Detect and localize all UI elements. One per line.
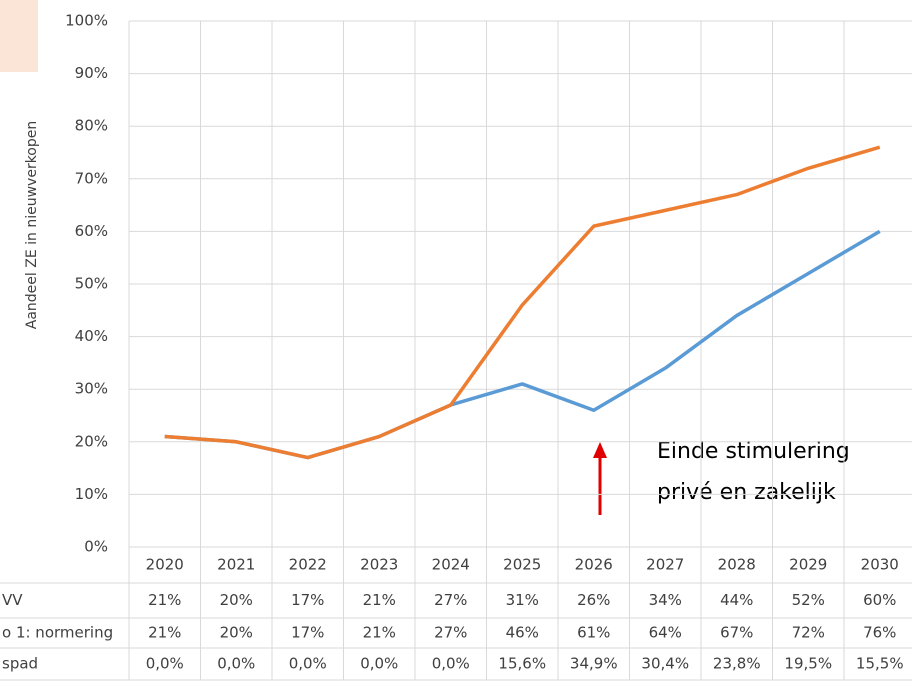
y-tick-label: 30% <box>75 380 108 398</box>
table-cell: 21% <box>148 624 181 642</box>
table-cell: 61% <box>577 624 610 642</box>
table-cell: 17% <box>291 624 324 642</box>
table-cell: 0,0% <box>289 655 327 673</box>
annotation: privé en zakelijk <box>657 480 836 505</box>
table-cell: 21% <box>363 624 396 642</box>
x-tick-label: 2028 <box>718 556 756 574</box>
legend-swatch-area <box>0 0 38 72</box>
x-tick-label: 2026 <box>575 556 613 574</box>
row-label: VV <box>2 591 23 609</box>
x-tick-label: 2020 <box>146 556 184 574</box>
x-tick-label: 2021 <box>217 556 255 574</box>
x-tick-label: 2027 <box>646 556 684 574</box>
y-tick-label: 40% <box>75 327 108 345</box>
y-tick-label: 20% <box>75 432 108 450</box>
y-tick-label: 80% <box>75 117 108 135</box>
table-cell: 27% <box>434 591 467 609</box>
row-label: spad <box>2 655 38 673</box>
row-label: o 1: normering <box>2 624 113 642</box>
table-cell: 34,9% <box>570 655 618 673</box>
table-cell: 23,8% <box>713 655 761 673</box>
table-cell: 21% <box>363 591 396 609</box>
table-cell: 67% <box>720 624 753 642</box>
y-tick-label: 50% <box>75 275 108 293</box>
table-cell: 19,5% <box>784 655 832 673</box>
y-tick-label: 10% <box>75 485 108 503</box>
table-cell: 0,0% <box>432 655 470 673</box>
y-tick-label: 70% <box>75 169 108 187</box>
table-cell: 64% <box>649 624 682 642</box>
y-tick-label: 90% <box>75 64 108 82</box>
annotation: Einde stimulering <box>657 439 850 464</box>
y-tick-label: 100% <box>65 12 108 30</box>
table-cell: 0,0% <box>360 655 398 673</box>
table-cell: 44% <box>720 591 753 609</box>
x-tick-label: 2024 <box>432 556 470 574</box>
table-cell: 0,0% <box>217 655 255 673</box>
table-cell: 31% <box>506 591 539 609</box>
x-tick-label: 2029 <box>789 556 827 574</box>
table-cell: 26% <box>577 591 610 609</box>
table-cell: 30,4% <box>641 655 689 673</box>
table-cell: 20% <box>220 624 253 642</box>
table-cell: 21% <box>148 591 181 609</box>
table-cell: 0,0% <box>146 655 184 673</box>
y-axis-label: Aandeel ZE in nieuwverkopen <box>24 121 40 329</box>
table-cell: 76% <box>863 624 896 642</box>
table-cell: 60% <box>863 591 896 609</box>
table-cell: 46% <box>506 624 539 642</box>
x-tick-label: 2022 <box>289 556 327 574</box>
x-tick-label: 2030 <box>861 556 899 574</box>
table-cell: 17% <box>291 591 324 609</box>
table-cell: 15,5% <box>856 655 904 673</box>
series-line <box>164 145 881 460</box>
table-cell: 52% <box>792 591 825 609</box>
x-tick-label: 2025 <box>503 556 541 574</box>
y-tick-label: 0% <box>84 538 108 556</box>
table-cell: 72% <box>792 624 825 642</box>
table-cell: 15,6% <box>498 655 546 673</box>
annotation-arrowhead <box>593 442 607 458</box>
table-cell: 34% <box>649 591 682 609</box>
table-cell: 20% <box>220 591 253 609</box>
x-tick-label: 2023 <box>360 556 398 574</box>
table-cell: 27% <box>434 624 467 642</box>
y-tick-label: 60% <box>75 222 108 240</box>
